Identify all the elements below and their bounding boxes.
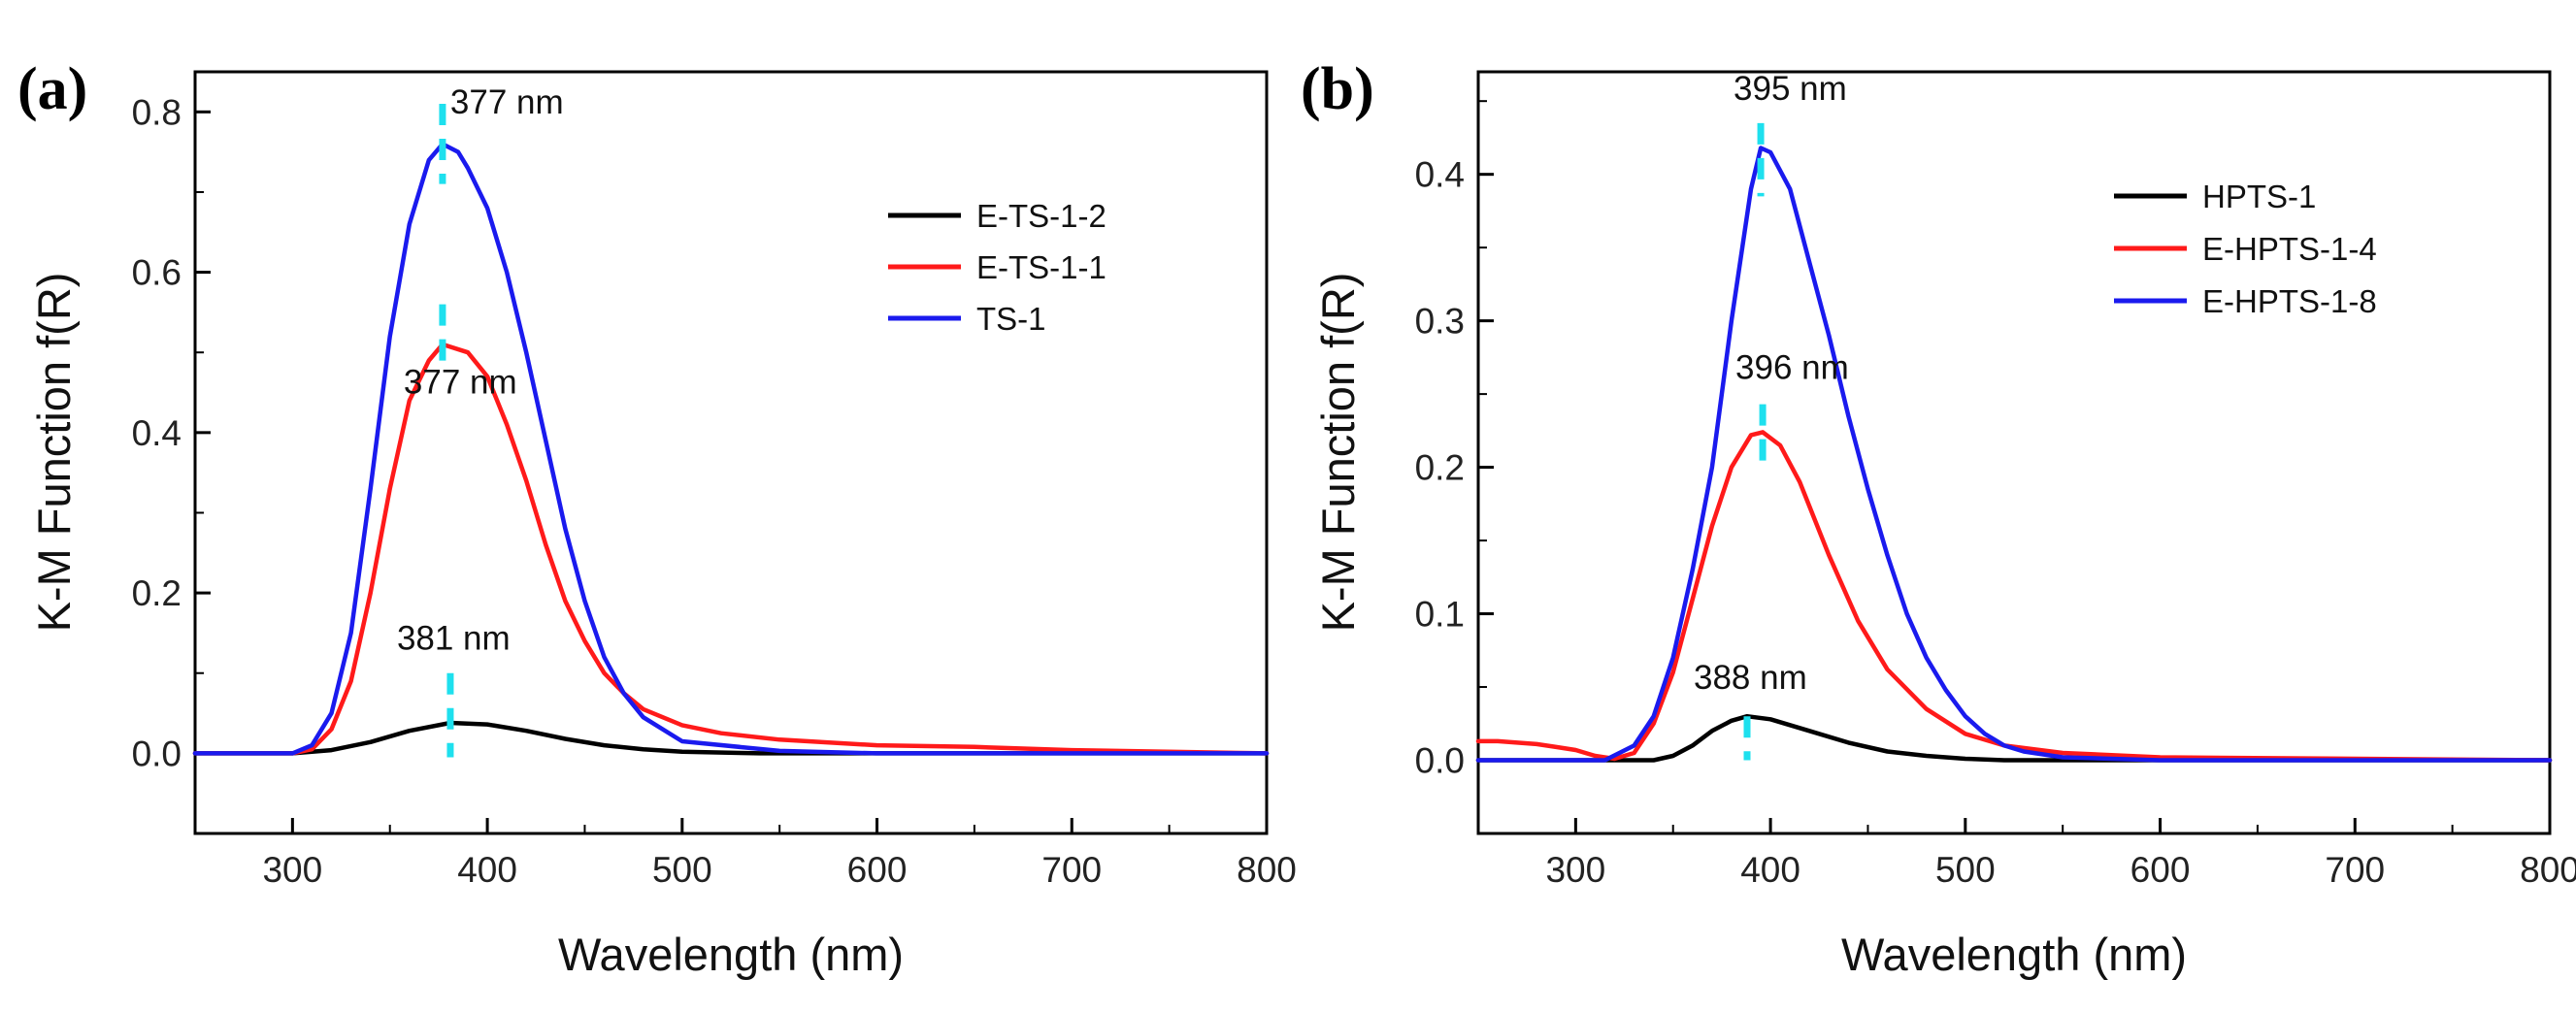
peak-label: 381 nm: [397, 620, 511, 658]
y-tick-label-a: 0.0: [132, 734, 182, 773]
y-tick-label-a: 0.8: [132, 92, 182, 132]
series-line-e-ts-1-1: [192, 342, 1270, 756]
x-tick-label-a: 300: [262, 850, 322, 890]
y-tick-label-b: 0.1: [1415, 595, 1465, 635]
panel-label-b: (b): [1301, 56, 1374, 122]
plot-frame-a: [193, 70, 1269, 835]
series-line-hpts-1: [1475, 713, 2553, 763]
chart-panel-b: (b) K-M Function f(R) Wavelength (nm) 30…: [1301, 56, 2576, 980]
x-axis-title-b: Wavelength (nm): [1841, 929, 2187, 980]
x-tick-label-b: 800: [2520, 850, 2576, 890]
legend-b: HPTS-1 E-HPTS-1-4 E-HPTS-1-8: [2114, 179, 2377, 319]
peak-label: 377 nm: [450, 83, 564, 121]
annotations-a: 377 nm 377 nm 381 nm: [397, 83, 564, 758]
series-b: [1475, 146, 2553, 763]
annotations-b: 395 nm 396 nm 388 nm: [1694, 70, 1849, 761]
x-tick-label-b: 400: [1740, 850, 1800, 890]
y-tick-label-b: 0.0: [1415, 741, 1465, 781]
x-tick-label-b: 500: [1935, 850, 1996, 890]
y-axis-title-b: K-M Function f(R): [1312, 273, 1364, 633]
y-tick-label-a: 0.6: [132, 253, 182, 293]
peak-label: 395 nm: [1734, 70, 1847, 108]
y-tick-label-b: 0.3: [1415, 302, 1465, 342]
x-axis-title-a: Wavelength (nm): [558, 929, 904, 980]
y-axis-title-a: K-M Function f(R): [28, 273, 80, 633]
series-line-ts-1: [192, 142, 1270, 756]
x-tick-label-b: 300: [1545, 850, 1605, 890]
legend-label-e-hpts-1-8: E-HPTS-1-8: [2202, 283, 2377, 319]
legend-label-ts-1: TS-1: [976, 301, 1046, 337]
series-a: [192, 142, 1270, 756]
x-tick-label-b: 700: [2325, 850, 2385, 890]
legend-a: E-TS-1-2 E-TS-1-1 TS-1: [888, 198, 1106, 337]
panel-label-a: (a): [17, 56, 87, 122]
series-line-e-hpts-1-8: [1475, 146, 2553, 763]
chart-panel-a: (a) K-M Function f(R) Wavelength (nm) 30…: [17, 56, 1297, 980]
legend-label-e-ts-1-2: E-TS-1-2: [976, 198, 1106, 234]
x-tick-label-a: 700: [1041, 850, 1102, 890]
legend-label-hpts-1: HPTS-1: [2202, 179, 2316, 214]
x-tick-label-a: 600: [847, 850, 908, 890]
y-tick-label-a: 0.4: [132, 413, 182, 453]
peak-label: 388 nm: [1694, 659, 1807, 697]
ticks-a: 300 400 500 600 700 800 0.0 0.2 0.4 0.6 0.8: [132, 92, 1297, 890]
x-tick-label-b: 600: [2130, 850, 2191, 890]
legend-label-e-ts-1-1: E-TS-1-1: [976, 249, 1106, 285]
peak-label: 396 nm: [1735, 349, 1849, 387]
x-tick-label-a: 500: [652, 850, 712, 890]
y-tick-label-b: 0.4: [1415, 155, 1465, 195]
x-tick-label-a: 400: [457, 850, 517, 890]
y-tick-label-b: 0.2: [1415, 448, 1465, 488]
ticks-b: 300 400 500 600 700 800 0.0 0.1 0.2 0.3 0.4: [1415, 100, 2576, 890]
series-line-e-hpts-1-4: [1475, 430, 2553, 763]
peak-label: 377 nm: [404, 364, 517, 402]
plot-frame-b: [1476, 70, 2552, 835]
y-tick-label-a: 0.2: [132, 573, 182, 613]
legend-label-e-hpts-1-4: E-HPTS-1-4: [2202, 231, 2377, 267]
x-tick-label-a: 800: [1237, 850, 1297, 890]
